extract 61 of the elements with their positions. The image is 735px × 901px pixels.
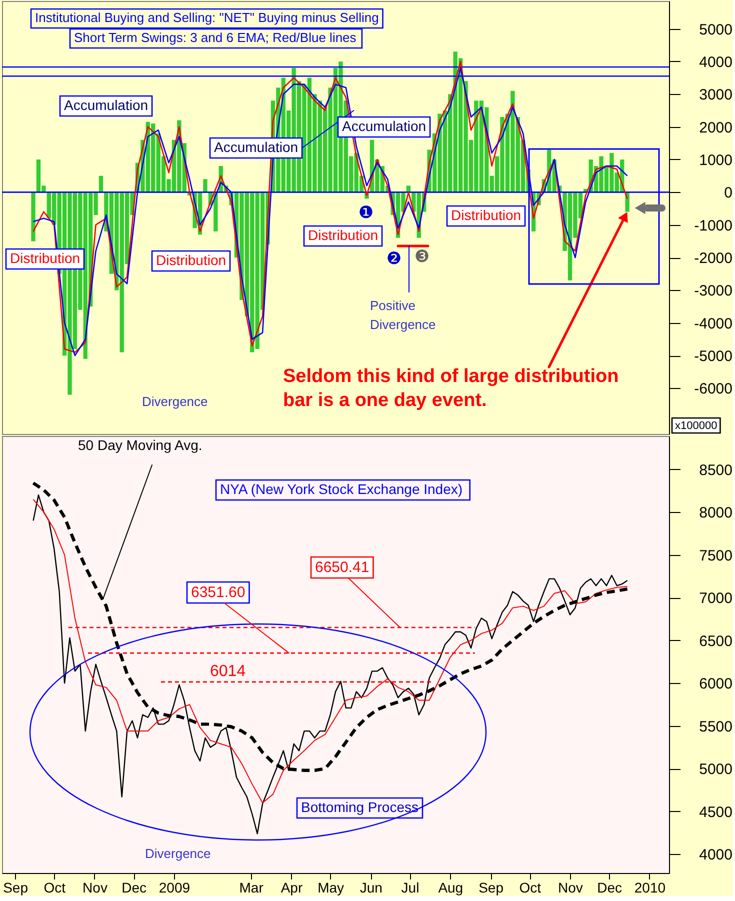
annotation: Bottoming Process bbox=[301, 799, 418, 815]
y-tick-label: -2000 bbox=[694, 250, 732, 268]
y-tick-label: 6500 bbox=[699, 632, 732, 650]
x-tick-label: Nov bbox=[558, 880, 583, 896]
x-tick-label: 2009 bbox=[158, 880, 190, 896]
text: 6351.60 bbox=[191, 584, 246, 601]
annotation: Distribution bbox=[308, 227, 378, 243]
y-tick-label: 4000 bbox=[699, 54, 732, 71]
x-tick-label: Nov bbox=[82, 880, 108, 896]
text: 6650.41 bbox=[315, 559, 370, 576]
annotation: ❸ bbox=[414, 247, 430, 267]
y-tick-label: 8000 bbox=[699, 504, 732, 522]
x-tick-label: Sep bbox=[478, 880, 504, 896]
text: NYA (New York Stock Exchange Index) bbox=[220, 481, 463, 497]
x-tick-label: Dec bbox=[122, 880, 147, 896]
series-label: 6014 bbox=[210, 662, 246, 680]
y-tick-label: -4000 bbox=[694, 315, 732, 332]
y-tick-label: 6000 bbox=[699, 676, 732, 693]
y-tick-label: 0 bbox=[724, 184, 732, 202]
y-tick-label: 5500 bbox=[699, 718, 732, 736]
y-tick-label: 1000 bbox=[699, 152, 732, 169]
annotation: ❶ bbox=[358, 203, 374, 223]
x-tick-label: Dec bbox=[597, 880, 622, 896]
annotation: Distribution bbox=[451, 207, 522, 223]
annotation: Accumulation bbox=[342, 118, 426, 134]
y-tick-label: 7500 bbox=[699, 547, 732, 564]
annotation: Distribution bbox=[156, 252, 226, 268]
x-tick-label: 2010 bbox=[634, 880, 666, 896]
y-tick-label: 3000 bbox=[699, 86, 732, 104]
x-tick-label: Aug bbox=[438, 880, 464, 896]
annotation: Accumulation bbox=[214, 139, 298, 155]
x-tick-label: May bbox=[318, 880, 344, 896]
annotation: Divergence bbox=[145, 846, 211, 861]
y-tick-label: 5000 bbox=[699, 21, 732, 38]
y-tick-label: -5000 bbox=[694, 348, 732, 366]
annotation: Positive Divergence bbox=[370, 298, 436, 332]
y-tick-label: -1000 bbox=[694, 217, 732, 234]
annotation: Accumulation bbox=[64, 97, 148, 113]
y-tick-label: -3000 bbox=[694, 282, 732, 300]
y-tick-label: 4000 bbox=[699, 846, 732, 864]
text: Institutional Buying and Selling: "NET" Buying minus Selling bbox=[35, 10, 379, 25]
y-tick-label: 4500 bbox=[699, 804, 732, 821]
x-tick-label: Sep bbox=[3, 880, 28, 896]
y-tick-label: -6000 bbox=[694, 380, 732, 398]
annotation: Divergence bbox=[142, 394, 208, 409]
text: x100000 bbox=[675, 420, 718, 432]
x-tick-label: Mar bbox=[239, 880, 264, 896]
annotation: ❷ bbox=[386, 249, 402, 269]
x-tick-label: Jun bbox=[360, 880, 382, 896]
x-tick-label: Oct bbox=[519, 880, 542, 896]
text: Short Term Swings: 3 and 6 EMA; Red/Blue lines bbox=[74, 30, 357, 45]
y-tick-label: 7000 bbox=[699, 590, 732, 608]
y-tick-label: 8500 bbox=[699, 462, 732, 479]
y-tick-label: 5000 bbox=[699, 761, 732, 778]
text: 50 Day Moving Avg. bbox=[78, 437, 202, 453]
y-tick-label: 2000 bbox=[699, 119, 732, 136]
x-tick-label: Apr bbox=[280, 880, 303, 896]
annotation: Seldom this kind of large distribution bar is a one day event. bbox=[283, 366, 619, 411]
x-tick-label: Oct bbox=[44, 880, 66, 896]
annotation: Distribution bbox=[10, 250, 80, 266]
x-tick-label: Jul bbox=[401, 880, 420, 896]
